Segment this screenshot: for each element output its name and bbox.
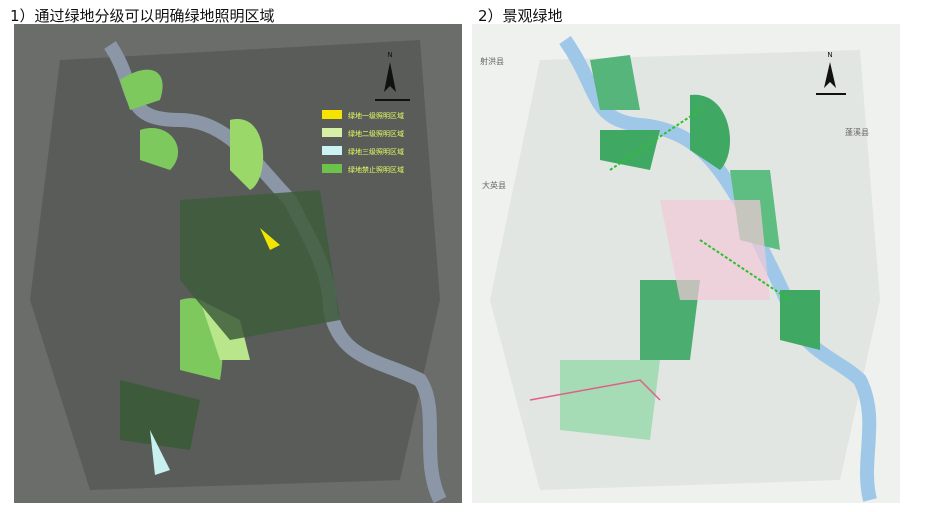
compass-label: N xyxy=(387,51,392,59)
compass-label: N xyxy=(827,51,832,59)
legend-label: 绿地二级照明区域 xyxy=(348,129,404,138)
panel-title: 1）通过绿地分级可以明确绿地照明区域 xyxy=(10,7,275,25)
lighting-map: N 绿地一级照明区域 绿地二级照明区域 绿地三级照明区域 绿地禁止照明区域 xyxy=(14,24,462,504)
place-label: 蓬溪县 xyxy=(845,127,869,137)
legend-label: 绿地禁止照明区域 xyxy=(348,165,404,174)
compass: N xyxy=(375,51,410,101)
panel-title: 2）景观绿地 xyxy=(478,7,563,25)
compass: N xyxy=(816,51,846,95)
legend-label: 绿地一级照明区域 xyxy=(348,111,404,120)
place-label: 大英县 xyxy=(482,180,506,190)
legend: 绿地一级照明区域 绿地二级照明区域 绿地三级照明区域 绿地禁止照明区域 xyxy=(322,110,404,174)
landscape-map: 射洪县 大英县 蓬溪县 N xyxy=(472,24,900,503)
legend-label: 绿地三级照明区域 xyxy=(348,147,404,156)
place-label: 射洪县 xyxy=(480,56,504,66)
